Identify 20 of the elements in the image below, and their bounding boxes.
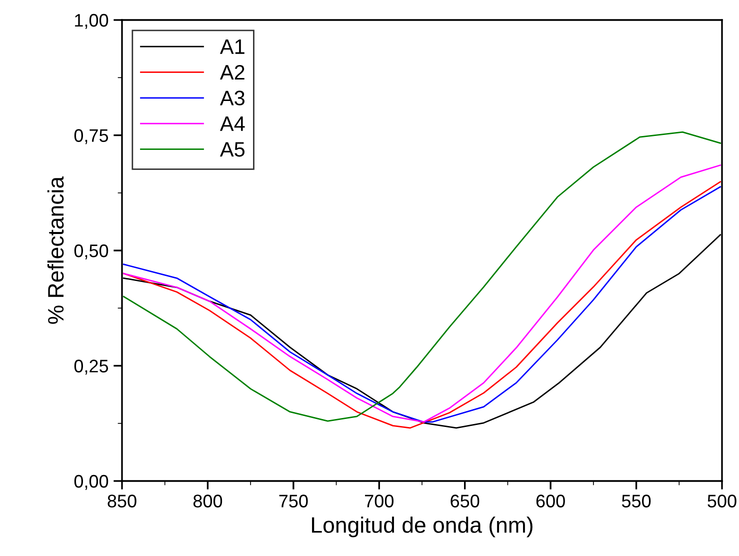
y-tick-label: 0,00	[74, 474, 108, 490]
legend-label: A1	[220, 40, 244, 54]
x-tick-label: 700	[365, 494, 394, 508]
x-tick-label: 750	[279, 494, 308, 508]
y-axis-title: % Reflectancia	[47, 176, 64, 324]
legend-label: A4	[220, 116, 245, 131]
x-axis-title: Longitud de onda (nm)	[312, 516, 532, 538]
y-tick-label: 0,75	[74, 129, 108, 144]
x-tick-label: 850	[108, 494, 136, 508]
y-tick-label: 0,25	[74, 360, 108, 375]
x-tick-label: 650	[450, 494, 480, 508]
y-tick-label: 1,00	[75, 14, 108, 29]
x-tick-label: 500	[708, 494, 736, 508]
y-tick-label: 0,50	[74, 244, 108, 260]
x-tick-label: 600	[536, 494, 565, 508]
legend-label: A2	[220, 64, 244, 80]
x-tick-label: 800	[193, 494, 222, 508]
x-tick-label: 550	[622, 494, 651, 508]
legend-label: A5	[220, 142, 245, 157]
legend-label: A3	[220, 90, 244, 106]
